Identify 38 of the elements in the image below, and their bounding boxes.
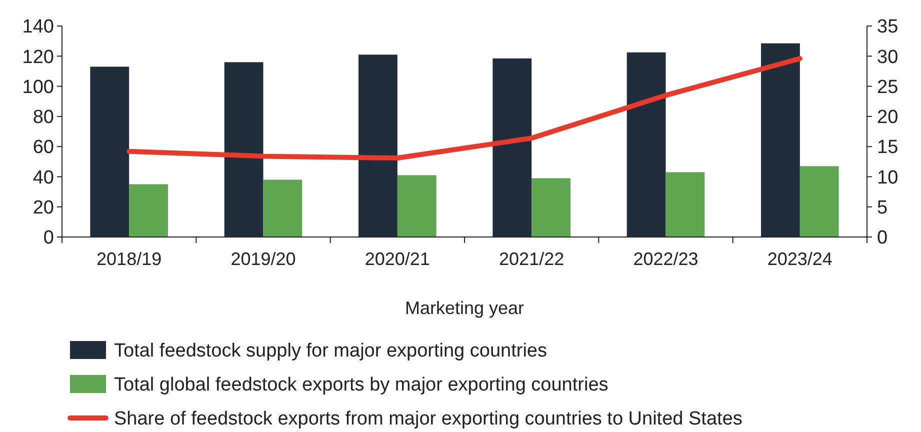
x-tick-label: 2020/21	[364, 249, 430, 269]
y-tick-label: 40	[32, 167, 54, 188]
bar	[358, 54, 398, 237]
y2-tick-label: 25	[877, 76, 898, 98]
y-tick-label: 20	[32, 198, 54, 219]
bar	[397, 175, 436, 237]
bar	[129, 184, 168, 237]
bar	[263, 180, 302, 237]
x-tick-label: 2018/19	[96, 249, 162, 269]
x-tick-label: 2021/22	[499, 249, 564, 269]
legend-label: Total global feedstock exports by major exporting countries	[114, 374, 608, 396]
y-tick-label: 80	[32, 107, 54, 128]
y-tick-label: 140	[22, 16, 54, 38]
y2-tick-label: 10	[877, 167, 898, 188]
bar	[492, 58, 532, 237]
y-tick-label: 0	[43, 228, 54, 249]
y-tick-label: 100	[22, 76, 54, 98]
x-tick-label: 2019/20	[230, 249, 296, 269]
y-tick-label: 60	[32, 137, 54, 158]
x-tick-label: 2023/24	[767, 249, 832, 269]
y2-tick-label: 30	[877, 46, 898, 68]
x-axis-title: Marketing year	[404, 298, 524, 318]
y-tick-label: 120	[22, 46, 54, 68]
bar	[626, 52, 666, 237]
bar	[761, 43, 800, 237]
bar	[666, 172, 705, 237]
y2-tick-label: 20	[877, 107, 898, 128]
y2-tick-label: 0	[877, 228, 888, 249]
bar	[532, 178, 570, 237]
bar	[224, 62, 264, 237]
bar	[90, 66, 130, 237]
y2-tick-label: 15	[877, 137, 898, 158]
y2-tick-label: 5	[877, 198, 888, 219]
legend-label: Share of feedstock exports from major exporting countries to United States	[114, 408, 742, 430]
y2-tick-label: 35	[877, 16, 898, 38]
bar	[800, 166, 839, 237]
x-tick-label: 2022/23	[633, 249, 698, 269]
legend-label: Total feedstock supply for major exporting countries	[114, 340, 547, 362]
